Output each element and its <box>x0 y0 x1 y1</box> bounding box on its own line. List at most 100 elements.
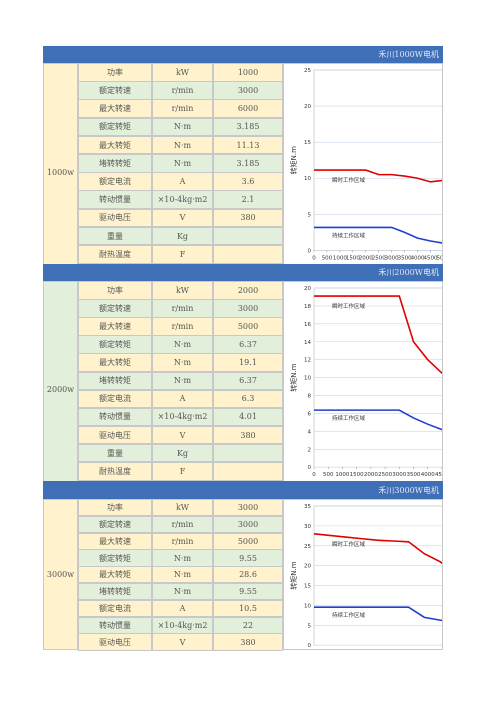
param-unit: V <box>152 633 213 651</box>
param-name: 堵转转矩 <box>78 154 152 173</box>
series-line <box>313 533 442 565</box>
param-name: 额定转速 <box>78 515 152 534</box>
param-unit: A <box>152 599 213 618</box>
x-tick-label: 3500 <box>407 472 421 478</box>
param-unit: Kg <box>152 443 213 463</box>
param-unit: kW <box>152 499 213 517</box>
chart-cell: 0 5 10 15 20 25 30 35 转矩N.m 瞬时工作区域 持续工作区域 <box>283 499 443 651</box>
param-value <box>213 226 283 246</box>
param-unit: ×10-4kg·m2 <box>152 407 213 427</box>
annotation: 瞬时工作区域 <box>332 540 366 548</box>
y-tick-label: 20 <box>304 564 311 570</box>
y-tick-label: 0 <box>308 465 312 471</box>
x-tick-label: 3000 <box>392 472 406 478</box>
param-value: 380 <box>213 633 283 651</box>
param-name: 驱动电压 <box>78 425 152 445</box>
annotation: 瞬时工作区域 <box>332 302 366 310</box>
y-tick-label: 10 <box>304 376 311 382</box>
param-value: 3000 <box>213 499 283 517</box>
y-tick-label: 0 <box>308 248 312 254</box>
param-name: 转动惯量 <box>78 616 152 634</box>
param-name: 额定转矩 <box>78 549 152 567</box>
param-unit: r/min <box>152 532 213 550</box>
param-name: 最大转速 <box>78 317 152 336</box>
y-tick-label: 35 <box>304 504 311 510</box>
param-value: 11.13 <box>213 135 283 155</box>
x-tick-label: 4500 <box>435 472 442 478</box>
param-unit: r/min <box>152 515 213 534</box>
param-name: 重量 <box>78 443 152 463</box>
param-value: 380 <box>213 208 283 228</box>
param-name: 额定电流 <box>78 389 152 409</box>
x-tick-label: 500 <box>323 472 334 478</box>
x-tick-label: 2500 <box>378 472 392 478</box>
param-name: 耐热温度 <box>78 462 152 481</box>
y-tick-label: 10 <box>304 176 311 182</box>
param-name: 额定转矩 <box>78 335 152 354</box>
y-tick-label: 5 <box>308 212 312 218</box>
y-axis-label: 转矩N.m <box>289 363 298 391</box>
y-axis-label: 转矩N.m <box>289 561 298 589</box>
y-tick-label: 16 <box>304 322 311 328</box>
param-value: 4.01 <box>213 407 283 427</box>
x-tick-label: 2000 <box>359 255 373 261</box>
series-line <box>314 169 442 183</box>
annotation: 持续工作区域 <box>332 231 366 239</box>
param-unit: Kg <box>152 226 213 246</box>
param-value: 6.37 <box>213 371 283 391</box>
param-value: 2.1 <box>213 190 283 210</box>
x-tick-label: 4500 <box>424 255 438 261</box>
param-name: 耐热温度 <box>78 245 152 264</box>
param-value: 9.55 <box>213 583 283 601</box>
plot-area <box>313 69 442 251</box>
y-tick-label: 6 <box>308 411 312 417</box>
section-header: 禾川1000W电机 <box>43 46 443 63</box>
param-name: 重量 <box>78 226 152 246</box>
x-tick-label: 3000 <box>385 255 399 261</box>
param-value <box>213 443 283 463</box>
param-unit: N·m <box>152 353 213 372</box>
y-tick-label: 15 <box>304 140 311 146</box>
param-unit: A <box>152 172 213 191</box>
param-unit: N·m <box>152 154 213 173</box>
y-tick-label: 14 <box>304 340 311 346</box>
x-tick-label: 500 <box>322 255 333 261</box>
y-axis-label: 转矩N.m <box>289 146 298 174</box>
x-tick-label: 1500 <box>350 472 364 478</box>
param-value: 5000 <box>213 532 283 550</box>
param-unit: N·m <box>152 117 213 137</box>
param-value: 6.3 <box>213 389 283 409</box>
param-name: 堵转转矩 <box>78 583 152 601</box>
param-value: 10.5 <box>213 599 283 618</box>
y-tick-label: 2 <box>308 447 312 453</box>
param-name: 功率 <box>78 499 152 517</box>
y-tick-label: 30 <box>304 524 311 530</box>
x-tick-label: 0 <box>312 255 316 261</box>
param-name: 额定电流 <box>78 172 152 191</box>
y-tick-label: 4 <box>308 429 312 435</box>
chart-cell: 0 2 4 6 8 10 12 14 16 18 20 0 500 1000 1500 2000 2500 300… <box>283 281 443 499</box>
param-name: 功率 <box>78 281 152 300</box>
section-header: 禾川2000W电机 <box>43 264 443 281</box>
param-name: 最大转矩 <box>78 135 152 155</box>
param-value: 22 <box>213 616 283 634</box>
chart: 0 5 10 15 20 25 0 500 10001500200025003000350040… <box>289 68 442 274</box>
series-line <box>314 606 442 622</box>
param-unit: r/min <box>152 299 213 318</box>
param-unit: ×10-4kg·m2 <box>152 190 213 210</box>
param-value: 3000 <box>213 515 283 534</box>
param-name: 额定电流 <box>78 599 152 618</box>
param-value: 19.1 <box>213 353 283 372</box>
y-tick-label: 0 <box>308 643 312 649</box>
model-cell: 3000w <box>43 499 78 651</box>
param-unit: ×10-4kg·m2 <box>152 616 213 634</box>
param-unit: V <box>152 425 213 445</box>
param-name: 功率 <box>78 63 152 82</box>
param-unit: N·m <box>152 135 213 155</box>
param-name: 驱动电压 <box>78 208 152 228</box>
param-unit: N·m <box>152 371 213 391</box>
param-unit: r/min <box>152 317 213 336</box>
param-value: 6000 <box>213 99 283 119</box>
